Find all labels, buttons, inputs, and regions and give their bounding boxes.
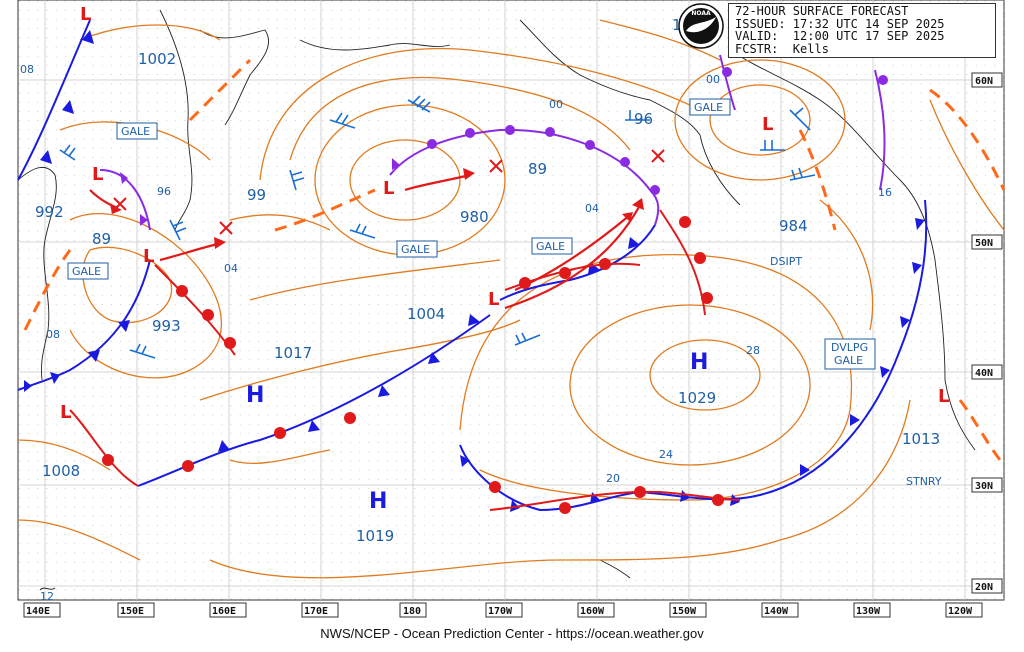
low-center: L	[383, 178, 394, 199]
isobar-label: 12	[40, 590, 54, 603]
isobar-labels: 96 00 04 04 28 24 20 16 08 08 12 00	[20, 63, 892, 603]
longitude-labels: 140E 150E 160E 170E 180 170W 160W 150W 1…	[23, 602, 983, 618]
weather-map: L L L L L L L L H H H 1002 992 89 99 993…	[17, 0, 1006, 618]
low-center: L	[92, 164, 103, 185]
isobar-label: 04	[224, 262, 238, 275]
lon-label: 120W	[948, 606, 973, 617]
lon-label: 140W	[764, 606, 789, 617]
pressure-label: 1008	[42, 462, 80, 480]
cold-front-barbs	[24, 30, 925, 512]
footer-credit: NWS/NCEP - Ocean Prediction Center - htt…	[320, 626, 704, 641]
pressure-label: 96	[634, 110, 653, 128]
lon-label: 150E	[120, 606, 144, 617]
gale-label: GALE	[72, 265, 101, 278]
low-center: L	[488, 289, 499, 310]
isobar-label: 08	[46, 328, 60, 341]
pressure-labels: 1002 992 89 99 993 1017 1008 1004 980 89…	[35, 16, 940, 545]
lon-label: 170E	[304, 606, 328, 617]
isobar-label: 28	[746, 344, 760, 357]
isobar-label: 08	[20, 63, 34, 76]
high-centers: H H H	[246, 350, 708, 514]
isobar-label: 00	[706, 73, 720, 86]
low-center: L	[762, 114, 773, 135]
pressure-label: 89	[528, 160, 547, 178]
isobar-label: 96	[157, 185, 171, 198]
noaa-logo-icon: NOAA	[678, 3, 724, 49]
warm-front-bumps	[102, 216, 724, 514]
low-center: L	[60, 402, 71, 423]
isobar-label: 20	[606, 472, 620, 485]
lat-label: 60N	[975, 76, 993, 87]
gale-box: GALE	[689, 98, 731, 116]
lat-label: 30N	[975, 481, 993, 492]
lon-label: 130W	[856, 606, 881, 617]
isobar-label: 04	[585, 202, 599, 215]
logo-text: NOAA	[691, 10, 711, 17]
lon-label: 160E	[212, 606, 236, 617]
lon-label: 160W	[580, 606, 605, 617]
high-center: H	[690, 350, 708, 375]
pressure-label: 1017	[274, 344, 312, 362]
pressure-label: 980	[460, 208, 489, 226]
gale-box: GALE	[531, 237, 573, 255]
dvlpg-gale-label: GALE	[834, 354, 863, 367]
lon-label: 170W	[488, 606, 513, 617]
header-forecaster: FCSTR: Kells	[735, 41, 829, 56]
isobar-label: 24	[659, 448, 673, 461]
lon-label: 140E	[26, 606, 50, 617]
forecast-header: 72-HOUR SURFACE FORECAST ISSUED: 17:32 UT…	[728, 3, 996, 58]
pressure-label: 992	[35, 203, 64, 221]
gale-label: GALE	[401, 243, 430, 256]
isobars	[17, 19, 1005, 579]
pressure-label: 984	[779, 217, 808, 235]
lat-label: 50N	[975, 238, 993, 249]
pressure-label: 1029	[678, 389, 716, 407]
header-title: 72-HOUR SURFACE FORECAST	[735, 4, 909, 18]
lon-label: 180	[403, 606, 421, 617]
gale-label: GALE	[694, 101, 723, 114]
gale-label: GALE	[536, 240, 565, 253]
pressure-label: 99	[247, 186, 266, 204]
gale-box: GALE	[116, 122, 158, 140]
dsipt-label: DSIPT	[770, 255, 802, 268]
stnry-label: STNRY	[906, 475, 942, 488]
future-low-markers	[113, 149, 665, 235]
troughs	[23, 58, 1006, 461]
pressure-label: 1019	[356, 527, 394, 545]
gale-label: GALE	[121, 125, 150, 138]
pressure-label: 1004	[407, 305, 445, 323]
low-center: L	[80, 4, 91, 25]
dvlpg-label: DVLPG	[831, 341, 868, 354]
lat-label: 40N	[975, 368, 993, 379]
latitude-labels: 60N 50N 40N 30N 20N	[971, 72, 1003, 594]
high-center: H	[246, 383, 264, 408]
low-center: L	[143, 246, 154, 267]
pressure-label: 89	[92, 230, 111, 248]
isobar-label: 00	[549, 98, 563, 111]
dvlpg-gale-box: DVLPG GALE	[824, 338, 876, 370]
wind-barbs	[59, 95, 816, 359]
lat-label: 20N	[975, 582, 993, 593]
high-center: H	[369, 489, 387, 514]
pressure-label: 1002	[138, 50, 176, 68]
low-center: L	[938, 386, 949, 407]
gale-warnings: GALE GALE GALE GALE GALE DVLPG GALE DSIP…	[67, 98, 942, 488]
gale-box: GALE	[396, 240, 438, 258]
low-centers: L L L L L L L L	[60, 4, 949, 423]
coastlines	[17, 9, 976, 591]
pressure-label: 993	[152, 317, 181, 335]
lon-label: 150W	[672, 606, 697, 617]
isobar-label: 16	[878, 186, 892, 199]
header-issued: ISSUED: 17:32 UTC 14 SEP 2025	[735, 16, 945, 31]
header-valid: VALID: 12:00 UTC 17 SEP 2025	[735, 29, 945, 43]
occluded-symbols	[120, 67, 888, 226]
pressure-label: 1013	[902, 430, 940, 448]
gale-box: GALE	[67, 262, 109, 280]
